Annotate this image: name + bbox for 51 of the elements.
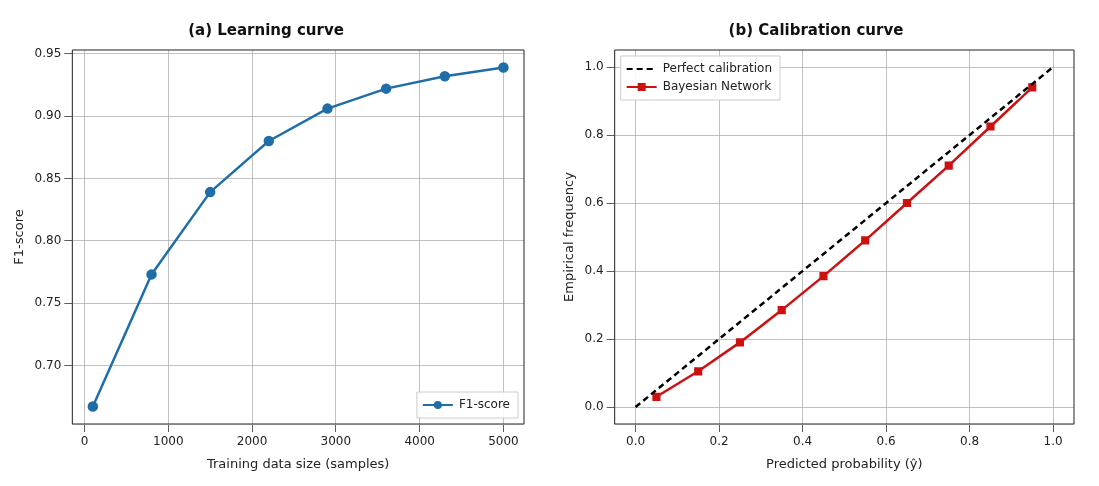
y-tick-label: 0.2 xyxy=(584,331,604,346)
point xyxy=(861,236,870,245)
y-tick-label: 0.80 xyxy=(34,232,62,247)
point xyxy=(498,62,509,73)
x-axis-title: Predicted probability (ŷ) xyxy=(766,455,923,471)
point xyxy=(322,103,333,114)
point xyxy=(380,83,392,94)
x-tick-label: 4000 xyxy=(404,434,435,449)
y-axis-title: Empirical frequency xyxy=(561,171,577,302)
y-tick-label: 0.0 xyxy=(584,399,604,414)
x-tick-label: 0.4 xyxy=(793,434,813,449)
legend-label: Bayesian Network xyxy=(662,79,772,94)
point xyxy=(146,269,157,280)
point xyxy=(652,392,661,401)
x-tick-label: 0.2 xyxy=(709,434,729,449)
x-tick-label: 1.0 xyxy=(1043,434,1063,449)
y-tick-label: 0.8 xyxy=(584,127,604,142)
y-tick-label: 1.0 xyxy=(584,59,604,74)
legend-label: F1-score xyxy=(458,397,511,412)
y-tick-label: 0.4 xyxy=(584,263,604,278)
y-tick-label: 0.6 xyxy=(584,195,604,210)
point xyxy=(263,135,275,147)
y-tick-label: 0.85 xyxy=(34,170,62,185)
y-tick-label: 0.70 xyxy=(34,357,62,372)
x-tick-label: 1000 xyxy=(153,434,184,449)
point xyxy=(777,306,786,315)
x-tick-label: 5000 xyxy=(488,434,519,449)
point xyxy=(735,338,745,347)
y-tick-label: 0.90 xyxy=(34,108,62,123)
x-tick-label: 0.6 xyxy=(876,434,896,449)
point xyxy=(204,186,216,198)
point xyxy=(694,367,703,376)
point xyxy=(986,122,995,131)
chart-title: (b) Calibration curve xyxy=(728,20,904,39)
chart-title: (a) Learning curve xyxy=(188,20,344,39)
x-tick-label: 0.8 xyxy=(960,434,980,449)
x-axis-title: Training data size (samples) xyxy=(205,455,390,471)
legend-label: Perfect calibration xyxy=(662,61,773,76)
point xyxy=(819,272,828,281)
y-tick-label: 0.95 xyxy=(34,45,62,60)
point xyxy=(944,161,953,170)
x-tick-label: 0.0 xyxy=(626,434,646,449)
point xyxy=(1028,83,1037,92)
x-tick-label: 2000 xyxy=(236,434,268,449)
x-tick-label: 0 xyxy=(80,434,89,449)
y-tick-label: 0.75 xyxy=(34,295,62,310)
point xyxy=(439,70,451,82)
point xyxy=(902,198,912,208)
x-tick-label: 3000 xyxy=(320,434,352,449)
point xyxy=(87,401,99,412)
y-axis-title: F1-score xyxy=(11,209,27,265)
